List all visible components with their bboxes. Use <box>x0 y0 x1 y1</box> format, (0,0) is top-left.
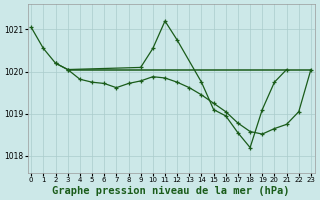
X-axis label: Graphe pression niveau de la mer (hPa): Graphe pression niveau de la mer (hPa) <box>52 186 290 196</box>
